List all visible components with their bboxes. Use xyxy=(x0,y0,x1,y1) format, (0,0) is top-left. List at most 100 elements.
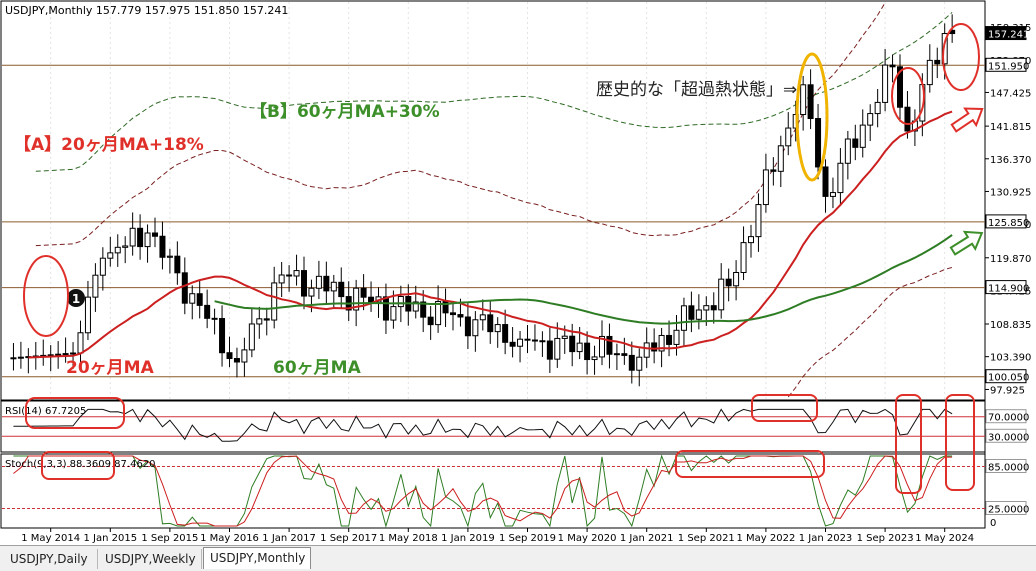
candle-body xyxy=(360,287,367,298)
price-badge xyxy=(985,214,1027,229)
candle-body xyxy=(84,296,91,334)
candle-body xyxy=(99,257,106,276)
candle-body xyxy=(926,59,933,86)
candle-body xyxy=(546,340,553,360)
candle-body xyxy=(10,357,17,360)
candle-body xyxy=(159,235,166,258)
highlight-stoch-2022 xyxy=(675,450,825,478)
candle-body xyxy=(680,305,687,331)
price-tick-label: 108.835 xyxy=(990,320,1031,331)
price-badge xyxy=(985,57,1027,72)
candle-body xyxy=(323,275,330,292)
candle-body xyxy=(613,353,620,356)
tab-usdjpy-monthly[interactable]: USDJPY,Monthly xyxy=(203,547,311,569)
time-tick-label: 1 Sep 2015 xyxy=(141,533,198,544)
candle-body xyxy=(457,314,464,318)
candle-body xyxy=(412,301,419,312)
chart-canvas[interactable]: USDJPY,Monthly 157.779 157.975 151.850 1… xyxy=(0,0,1036,545)
stoch-zero-label: 0 xyxy=(990,518,996,529)
candle-body xyxy=(77,332,84,354)
tab-usdjpy-daily[interactable]: USDJPY,Daily xyxy=(4,549,98,569)
time-tick-label: 1 Jan 2019 xyxy=(441,533,495,544)
candle-body xyxy=(382,296,389,321)
tab-usdjpy-weekly[interactable]: USDJPY,Weekly xyxy=(99,549,202,569)
candle-body xyxy=(829,192,836,197)
candle-body xyxy=(271,282,278,321)
candle-body xyxy=(621,353,628,356)
candle-body xyxy=(703,305,710,311)
rsi-title: RSI(14) 67.7205 xyxy=(5,406,86,417)
highlight-2014 xyxy=(23,255,69,337)
candle-body xyxy=(286,274,293,277)
candle-body xyxy=(822,166,829,197)
osc-level-label: 30.0000 xyxy=(988,432,1029,443)
candle-body xyxy=(278,274,285,284)
label-ma20: 20ヶ月MA xyxy=(66,358,155,378)
candle-body xyxy=(658,334,665,352)
candle-body xyxy=(882,64,889,103)
price-badge xyxy=(985,280,1027,295)
highlight-rsi-2022 xyxy=(751,394,818,422)
candle-body xyxy=(174,255,181,274)
candle-body xyxy=(256,318,263,325)
highlight-2023 xyxy=(891,67,925,125)
candle-body xyxy=(785,127,792,147)
highlight-2024-osc xyxy=(945,394,975,491)
candle-body xyxy=(189,293,196,304)
candle-body xyxy=(17,356,24,359)
label-envelope-a: 【A】20ヶ月MA+18% xyxy=(14,134,204,155)
candle-body xyxy=(487,314,494,333)
osc-level-label: 25.0000 xyxy=(988,505,1029,516)
candle-body xyxy=(770,169,777,172)
candle-body xyxy=(152,232,158,237)
candle-body xyxy=(517,338,524,347)
label-envelope-b: 【B】60ヶ月MA+30% xyxy=(250,101,440,122)
candle-body xyxy=(233,358,240,363)
candle-body xyxy=(129,227,136,247)
candle-body xyxy=(837,162,844,194)
time-tick-label: 1 Sep 2021 xyxy=(678,533,735,544)
candle-body xyxy=(241,349,248,363)
candle-body xyxy=(867,113,874,126)
candle-body xyxy=(599,335,605,358)
price-tick-label: 147.425 xyxy=(990,88,1031,99)
candle-body xyxy=(390,306,397,321)
stochastic-indicator xyxy=(2,454,985,528)
candle-body xyxy=(472,319,479,337)
price-badge xyxy=(985,26,1027,41)
candle-body xyxy=(122,245,129,248)
marker-1-label: 1 xyxy=(72,292,80,306)
highlight-rsi-2014 xyxy=(25,397,125,429)
symbol-header: USDJPY,Monthly 157.779 157.975 151.850 1… xyxy=(5,4,288,17)
candle-body xyxy=(539,340,546,343)
price-badge-label: 157.241 xyxy=(988,30,1029,41)
price-tick-label: 119.870 xyxy=(990,254,1031,265)
candle-body xyxy=(353,287,360,311)
rsi-line xyxy=(13,408,953,442)
candle-body xyxy=(55,353,62,356)
candle-body xyxy=(204,304,211,319)
candle-body xyxy=(673,329,680,345)
envelope-lines xyxy=(35,2,953,398)
candle-body xyxy=(464,316,471,337)
candles xyxy=(10,14,956,387)
candle-body xyxy=(301,270,307,297)
label-overheat: 歴史的な「超過熱状態」⇒ xyxy=(596,80,797,100)
time-tick-label: 1 May 2020 xyxy=(558,533,617,544)
candle-body xyxy=(450,312,456,316)
time-axis: 1 May 2014 1 Jan 2015 1 Sep 2015 1 May 2016… xyxy=(21,528,974,544)
price-badge xyxy=(985,369,1027,384)
candle-body xyxy=(524,338,531,341)
candle-body xyxy=(293,270,300,277)
candle-body xyxy=(815,118,822,168)
moving-averages xyxy=(28,110,953,359)
candle-body xyxy=(874,101,881,115)
candle-body xyxy=(666,334,673,345)
candle-body xyxy=(718,278,725,311)
time-tick-label: 1 May 2022 xyxy=(736,533,795,544)
time-tick-label: 1 May 2016 xyxy=(200,533,259,544)
highlight-2022-overheat xyxy=(795,52,829,182)
price-tick-label: 136.370 xyxy=(990,155,1031,166)
candle-body xyxy=(561,335,568,339)
candle-body xyxy=(435,300,442,326)
